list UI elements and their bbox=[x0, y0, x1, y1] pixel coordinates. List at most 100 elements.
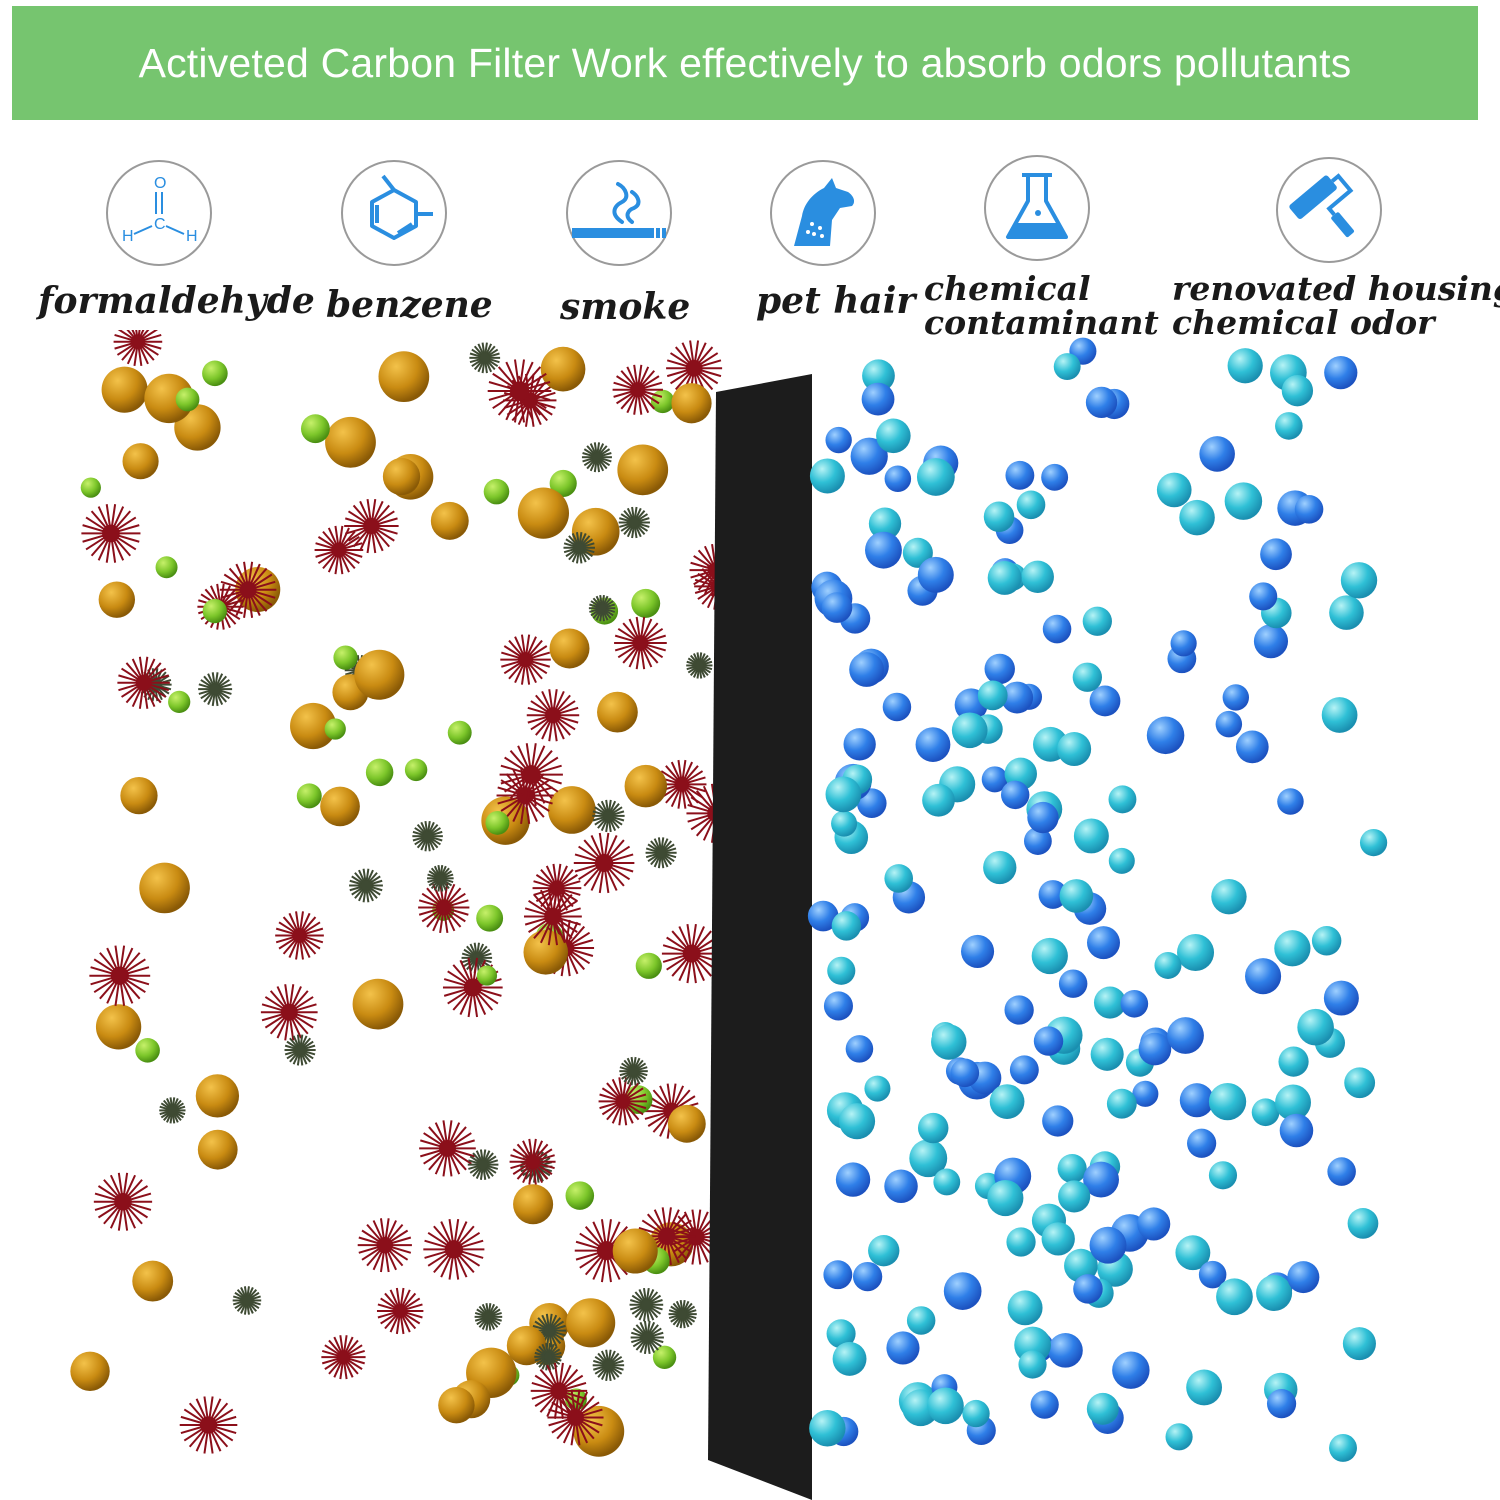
clean-air-particle bbox=[915, 727, 951, 762]
clean-air-particle bbox=[1186, 1369, 1223, 1406]
clean-air-particle bbox=[825, 426, 852, 454]
dark-spiky-particle bbox=[427, 865, 454, 892]
green-particle bbox=[483, 478, 510, 505]
clean-air-particle bbox=[1215, 710, 1243, 738]
clean-air-particle bbox=[1154, 951, 1182, 979]
clean-air-particle bbox=[1294, 495, 1324, 524]
clean-air-particle bbox=[1038, 880, 1068, 909]
clean-air-particle bbox=[868, 507, 902, 540]
red-spiky-particle bbox=[89, 945, 151, 1006]
clean-air-particle bbox=[1058, 1180, 1091, 1213]
clean-air-particle bbox=[1018, 1350, 1047, 1379]
clean-air-particle bbox=[1005, 460, 1035, 490]
red-spiky-particle bbox=[499, 743, 563, 807]
red-spiky-particle bbox=[573, 832, 635, 894]
clean-air-particle bbox=[1208, 1161, 1238, 1190]
clean-air-particle bbox=[876, 418, 911, 454]
clean-air-particle bbox=[1249, 582, 1278, 611]
green-particle bbox=[365, 758, 394, 787]
clean-air-particle bbox=[1021, 560, 1054, 594]
red-spiky-particle bbox=[81, 504, 141, 563]
gold-particle bbox=[144, 373, 194, 424]
clean-air-particle bbox=[1146, 716, 1185, 755]
clean-air-particle bbox=[823, 991, 853, 1021]
clean-air-particle bbox=[909, 1139, 948, 1178]
dark-spiky-particle bbox=[532, 1313, 567, 1348]
green-particle bbox=[565, 1181, 595, 1210]
gold-particle bbox=[382, 457, 421, 496]
clean-air-particle bbox=[983, 501, 1015, 533]
clean-air-particle bbox=[1108, 785, 1137, 814]
red-spiky-particle bbox=[357, 1218, 412, 1273]
dark-spiky-particle bbox=[349, 868, 383, 903]
gold-particle bbox=[549, 628, 590, 669]
green-particle bbox=[635, 952, 662, 979]
red-spiky-particle bbox=[418, 882, 470, 934]
clean-air-particle bbox=[1323, 980, 1359, 1016]
clean-air-particle bbox=[950, 1058, 980, 1088]
red-spiky-particle bbox=[614, 616, 667, 670]
hydrogen-atom-left: H bbox=[122, 228, 134, 245]
clean-air-particle bbox=[1222, 684, 1250, 711]
clean-air-particle bbox=[1260, 538, 1292, 571]
clean-air-particle bbox=[1167, 1017, 1204, 1054]
clean-air-particle bbox=[1033, 1026, 1064, 1056]
dark-spiky-particle bbox=[563, 532, 595, 564]
label-formaldehyde: formaldehyde bbox=[38, 280, 315, 322]
dark-spiky-particle bbox=[581, 442, 612, 473]
clean-air-particle bbox=[1324, 356, 1358, 390]
clean-air-particle bbox=[922, 783, 955, 817]
flask-icon bbox=[984, 155, 1090, 261]
clean-air-particle bbox=[809, 458, 845, 494]
clean-air-particle bbox=[981, 766, 1008, 793]
clean-air-particle bbox=[843, 728, 876, 761]
clean-air-particle bbox=[1211, 878, 1247, 915]
red-spiky-particle bbox=[661, 923, 722, 984]
gold-particle bbox=[325, 416, 376, 468]
clean-air-particle bbox=[850, 437, 888, 475]
red-spiky-particle bbox=[113, 330, 163, 366]
label-renovated-housing: renovated housing chemical odor bbox=[1172, 272, 1500, 340]
clean-air-particle bbox=[1042, 614, 1072, 644]
green-particle bbox=[652, 1345, 677, 1370]
clean-air-particle bbox=[1187, 1128, 1217, 1158]
gold-particle bbox=[513, 1184, 554, 1225]
gold-particle bbox=[548, 786, 596, 834]
clean-air-particle bbox=[1058, 969, 1088, 998]
dark-spiky-particle bbox=[198, 672, 233, 707]
green-particle bbox=[202, 360, 228, 387]
red-spiky-particle bbox=[526, 689, 580, 742]
label-chemical-contaminant: chemical contaminant bbox=[924, 272, 1159, 340]
hydrogen-atom-right: H bbox=[186, 228, 198, 245]
gold-particle bbox=[290, 702, 337, 750]
clean-air-particle bbox=[1156, 472, 1192, 508]
clean-air-particle bbox=[927, 1387, 964, 1425]
clean-air-particle bbox=[1208, 1082, 1247, 1121]
clean-air-particle bbox=[1297, 1008, 1334, 1046]
clean-air-particle bbox=[1004, 995, 1034, 1025]
clean-air-particle bbox=[1175, 1235, 1211, 1271]
clean-air-particle bbox=[827, 956, 856, 985]
red-spiky-particle bbox=[419, 1120, 476, 1177]
clean-air-particle bbox=[1359, 828, 1388, 857]
red-spiky-particle bbox=[275, 911, 324, 960]
red-spiky-particle bbox=[179, 1396, 238, 1454]
dark-spiky-particle bbox=[629, 1287, 664, 1322]
dark-spiky-particle bbox=[159, 1097, 186, 1124]
green-particle bbox=[202, 598, 227, 624]
clean-air-particle bbox=[1137, 1207, 1171, 1241]
clean-air-particle bbox=[1279, 1113, 1314, 1148]
dark-spiky-particle bbox=[412, 820, 443, 852]
clean-air-particle bbox=[886, 1331, 920, 1365]
clean-air-particle bbox=[1112, 1351, 1150, 1389]
clean-air-particle bbox=[1057, 732, 1092, 766]
gold-particle bbox=[667, 1104, 706, 1143]
red-spiky-particle bbox=[376, 1287, 424, 1335]
gold-particle bbox=[378, 351, 430, 403]
carbon-atom: C bbox=[154, 216, 166, 233]
gold-particle bbox=[617, 444, 669, 496]
label-line: chemical bbox=[924, 269, 1091, 308]
green-particle bbox=[168, 690, 191, 714]
label-line: renovated housing bbox=[1172, 269, 1500, 308]
green-particle bbox=[549, 469, 577, 498]
